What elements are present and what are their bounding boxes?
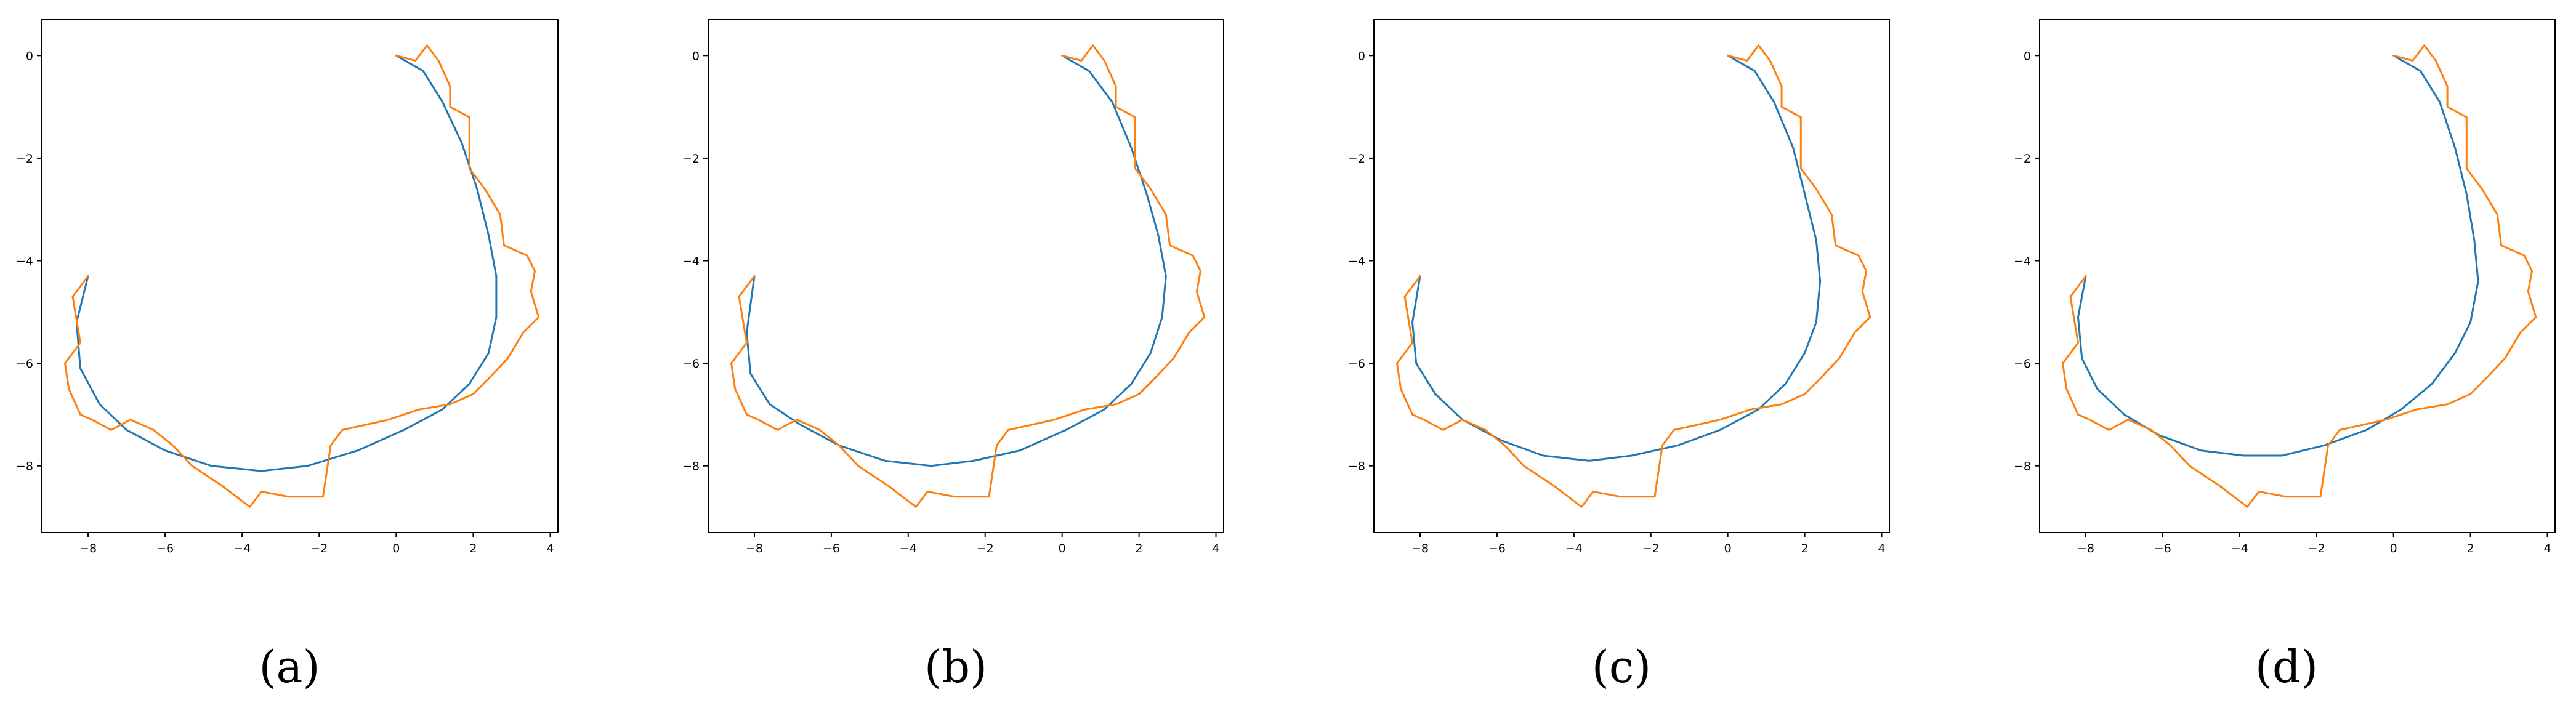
x-tick-label: −2 [310,542,328,555]
x-tick-label: −8 [2077,542,2094,555]
y-tick-label: 0 [692,49,700,63]
panel-caption: (d) [2255,641,2318,693]
y-tick-label: −4 [1348,255,1365,268]
axes-frame [708,19,1224,533]
x-tick-label: −4 [2231,542,2248,555]
y-tick-label: 0 [26,49,33,63]
x-tick-label: 0 [1724,542,1732,555]
x-tick-label: −4 [900,542,917,555]
x-tick-label: −6 [1488,542,1506,555]
y-tick-label: 0 [2024,49,2031,63]
chart-panel-c: −8 −6 −4 −2 0 2 4 0 −2 −4 −6 −8 (c) [1348,19,1890,693]
x-tick-label: −2 [1642,542,1660,555]
axes-frame [41,19,559,533]
y-tick-label: −6 [682,357,700,371]
y-tick-label: −6 [16,357,33,371]
y-tick-label: 0 [1358,49,1365,63]
x-tick-label: 0 [1059,542,1066,555]
x-tick-label: −4 [233,542,251,555]
y-tick-label: −2 [1348,152,1365,166]
y-tick-label: −8 [16,460,33,473]
y-tick-label: −2 [16,152,33,166]
y-tick-label: −6 [1348,357,1365,371]
x-tick-label: −4 [1565,542,1583,555]
series-line-orange [1396,44,1871,508]
chart-panel-a: −8 −6 −4 −2 0 2 4 0 −2 −4 −6 −8 (a) [16,19,559,693]
x-tick-label: −8 [746,542,763,555]
series-line-blue [2077,54,2479,457]
y-tick-label: −2 [682,152,700,166]
y-tick-label: −4 [682,255,700,268]
x-tick-label: 0 [2390,542,2397,555]
x-tick-label: −2 [2308,542,2325,555]
x-tick-label: 2 [1801,542,1809,555]
chart-panel-b: −8 −6 −4 −2 0 2 4 0 −2 −4 −6 −8 (b) [682,19,1224,693]
x-tick-label: 2 [469,542,477,555]
x-tick-label: 4 [546,542,554,555]
x-tick-label: −6 [156,542,174,555]
x-tick-label: 0 [392,542,400,555]
x-tick-label: −8 [1411,542,1429,555]
y-tick-label: −8 [682,460,700,473]
x-tick-label: 4 [1878,542,1885,555]
series-line-blue [1411,54,1822,462]
panel-caption: (b) [924,641,987,693]
x-tick-label: −6 [2154,542,2171,555]
series-line-orange [730,44,1206,508]
x-tick-label: 4 [1212,542,1219,555]
panel-caption: (a) [259,641,320,693]
series-line-orange [2062,44,2537,508]
series-line-blue [75,54,498,472]
series-line-blue [746,54,1167,467]
x-tick-label: −8 [79,542,97,555]
axes-frame [2039,19,2556,533]
series-line-orange [64,44,540,508]
y-tick-label: −2 [2014,152,2031,166]
y-tick-label: −8 [2014,460,2031,473]
x-tick-label: 4 [2543,542,2551,555]
x-tick-label: −2 [977,542,994,555]
y-tick-label: −4 [16,255,33,268]
axes-frame [1373,19,1890,533]
x-tick-label: 2 [2467,542,2474,555]
x-tick-label: −6 [823,542,840,555]
panel-caption: (c) [1592,641,1652,693]
y-tick-label: −8 [1348,460,1365,473]
y-tick-label: −6 [2014,357,2031,371]
y-tick-label: −4 [2014,255,2031,268]
x-tick-label: 2 [1136,542,1143,555]
chart-panel-d: −8 −6 −4 −2 0 2 4 0 −2 −4 −6 −8 (d) [2014,19,2556,693]
